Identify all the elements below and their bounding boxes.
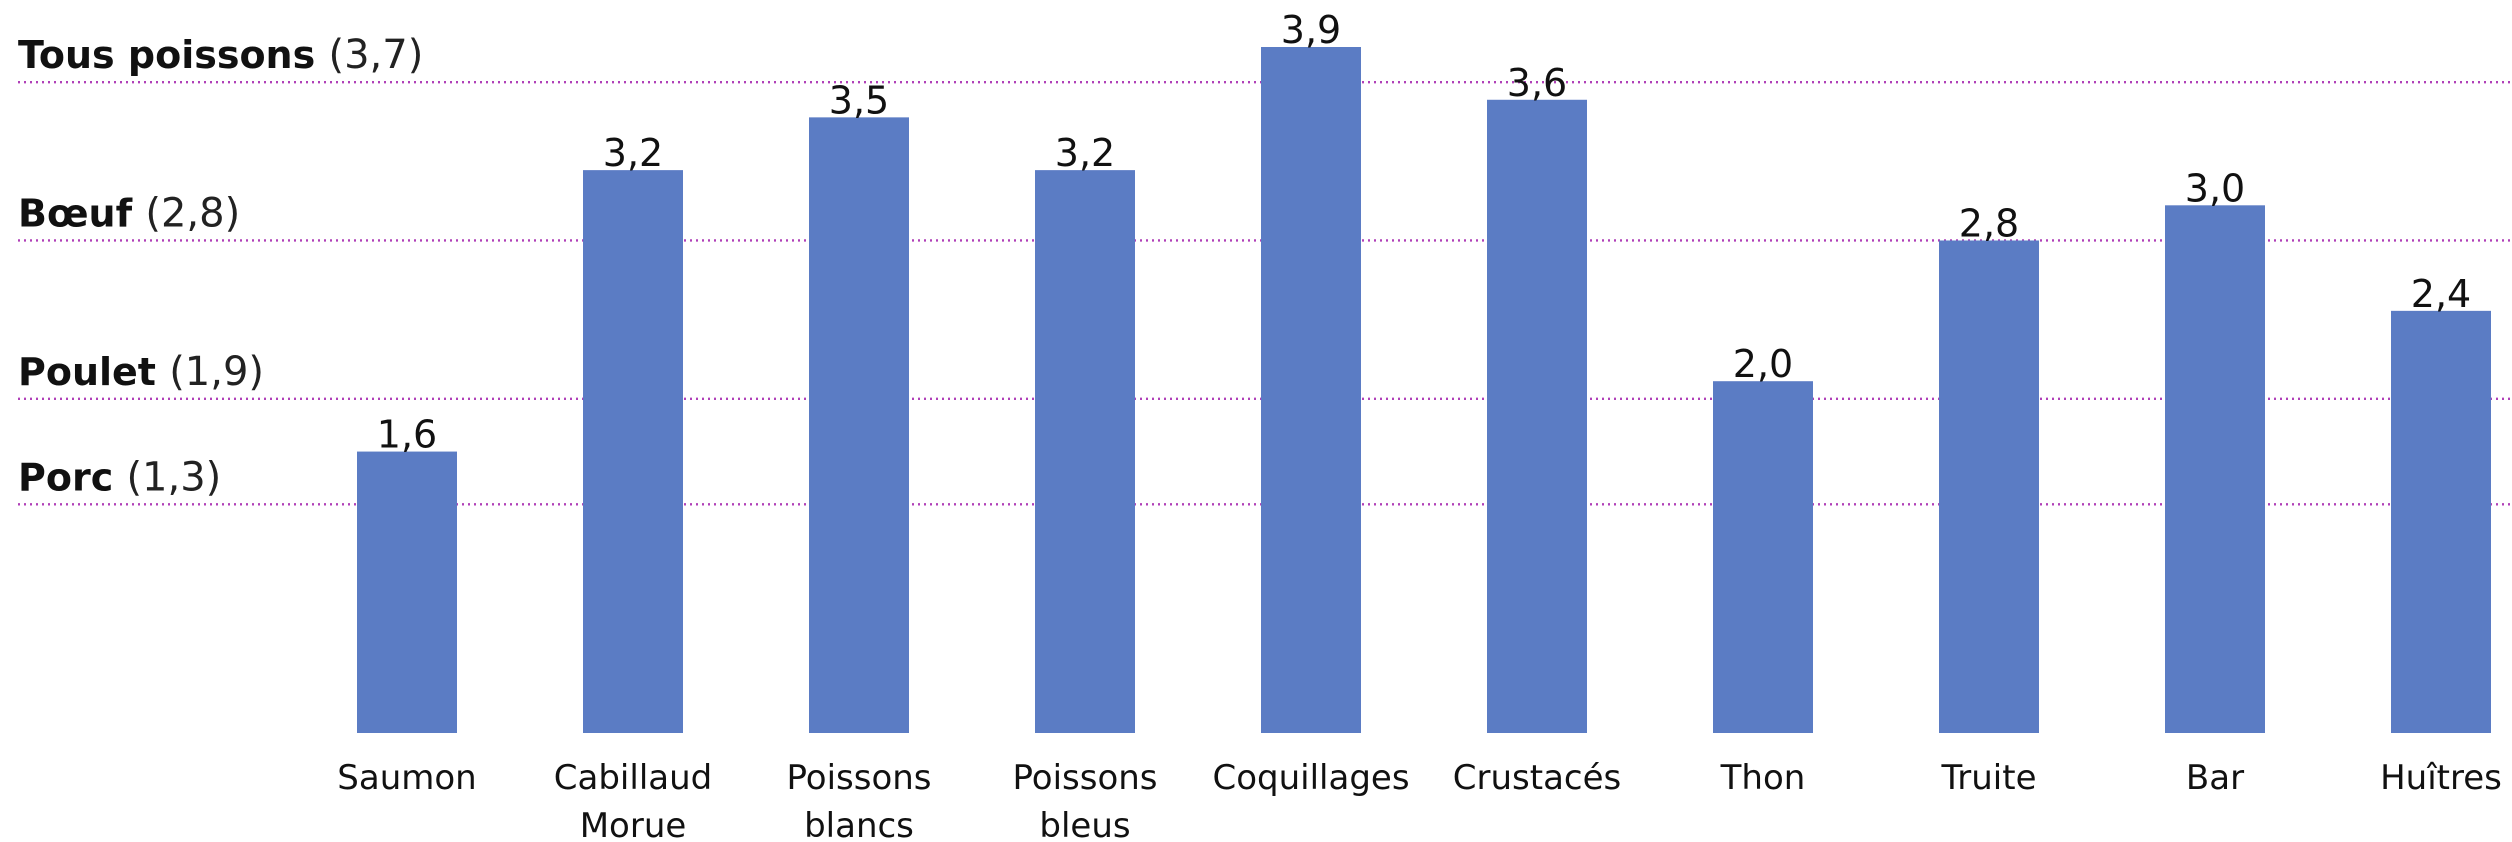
category-label-3: Poissons bleus: [1012, 758, 1157, 842]
category-label-7: Truite: [1941, 758, 2037, 798]
category-label-8: Bar: [2186, 758, 2244, 798]
value-label-7: 2,8: [1959, 201, 2019, 245]
category-label-line: Saumon: [337, 758, 476, 798]
category-label-line: Huîtres: [2380, 758, 2502, 798]
value-label-1: 3,2: [603, 131, 663, 175]
category-label-5: Crustacés: [1453, 758, 1621, 798]
category-label-line: Poissons: [786, 758, 931, 798]
reference-label-2: Poulet (1,9): [18, 349, 264, 395]
reference-label-3: Porc (1,3): [18, 454, 221, 500]
category-label-line: Morue: [580, 806, 687, 842]
value-labels: 1,6 3,2 3,5 3,2 3,9 3,6 2,0 2,8 3,0 2,4: [377, 8, 2471, 457]
reference-label-0: Tous poissons (3,7): [18, 32, 423, 78]
bar-8: [2165, 205, 2265, 734]
reference-name-3: Porc: [18, 455, 126, 499]
value-label-9: 2,4: [2411, 272, 2471, 316]
bar-3: [1035, 170, 1135, 734]
category-label-line: Cabillaud: [554, 758, 712, 798]
reference-labels: Tous poissons (3,7) Bœuf (2,8) Poulet (1,9…: [18, 32, 423, 500]
bar-7: [1939, 240, 2039, 733]
category-label-2: Poissons blancs: [786, 758, 931, 842]
category-label-line: Bar: [2186, 758, 2244, 798]
category-label-line: blancs: [804, 806, 914, 842]
category-label-4: Coquillages: [1212, 758, 1409, 798]
bar-5: [1487, 99, 1587, 734]
value-label-2: 3,5: [829, 78, 889, 122]
bars: [357, 47, 2491, 734]
category-label-6: Thon: [1720, 758, 1806, 798]
value-label-4: 3,9: [1281, 8, 1341, 52]
value-label-3: 3,2: [1055, 131, 1115, 175]
category-label-line: Coquillages: [1212, 758, 1409, 798]
bar-9: [2391, 310, 2491, 733]
reference-value-0: (3,7): [328, 32, 423, 78]
reference-value-1: (2,8): [145, 190, 240, 236]
value-label-8: 3,0: [2185, 166, 2245, 210]
category-label-line: Thon: [1720, 758, 1806, 798]
reference-name-2: Poulet: [18, 350, 169, 394]
category-label-line: bleus: [1039, 806, 1130, 842]
reference-value-2: (1,9): [169, 349, 264, 395]
value-label-5: 3,6: [1507, 61, 1567, 105]
bar-2: [809, 117, 909, 734]
value-label-6: 2,0: [1733, 342, 1793, 386]
reference-name-1: Bœuf: [18, 191, 145, 235]
bar-1: [583, 170, 683, 734]
bar-0: [357, 451, 457, 733]
category-label-line: Poissons: [1012, 758, 1157, 798]
category-label-9: Huîtres: [2380, 758, 2502, 798]
bar-6: [1713, 381, 1813, 733]
bar-4: [1261, 47, 1361, 733]
value-label-0: 1,6: [377, 413, 437, 457]
category-label-line: Truite: [1941, 758, 2037, 798]
category-label-line: Crustacés: [1453, 758, 1621, 798]
reference-name-0: Tous poissons: [18, 33, 328, 77]
reference-label-1: Bœuf (2,8): [18, 190, 240, 236]
category-label-0: Saumon: [337, 758, 476, 798]
reference-value-3: (1,3): [126, 454, 221, 500]
category-label-1: Cabillaud Morue: [554, 758, 712, 842]
